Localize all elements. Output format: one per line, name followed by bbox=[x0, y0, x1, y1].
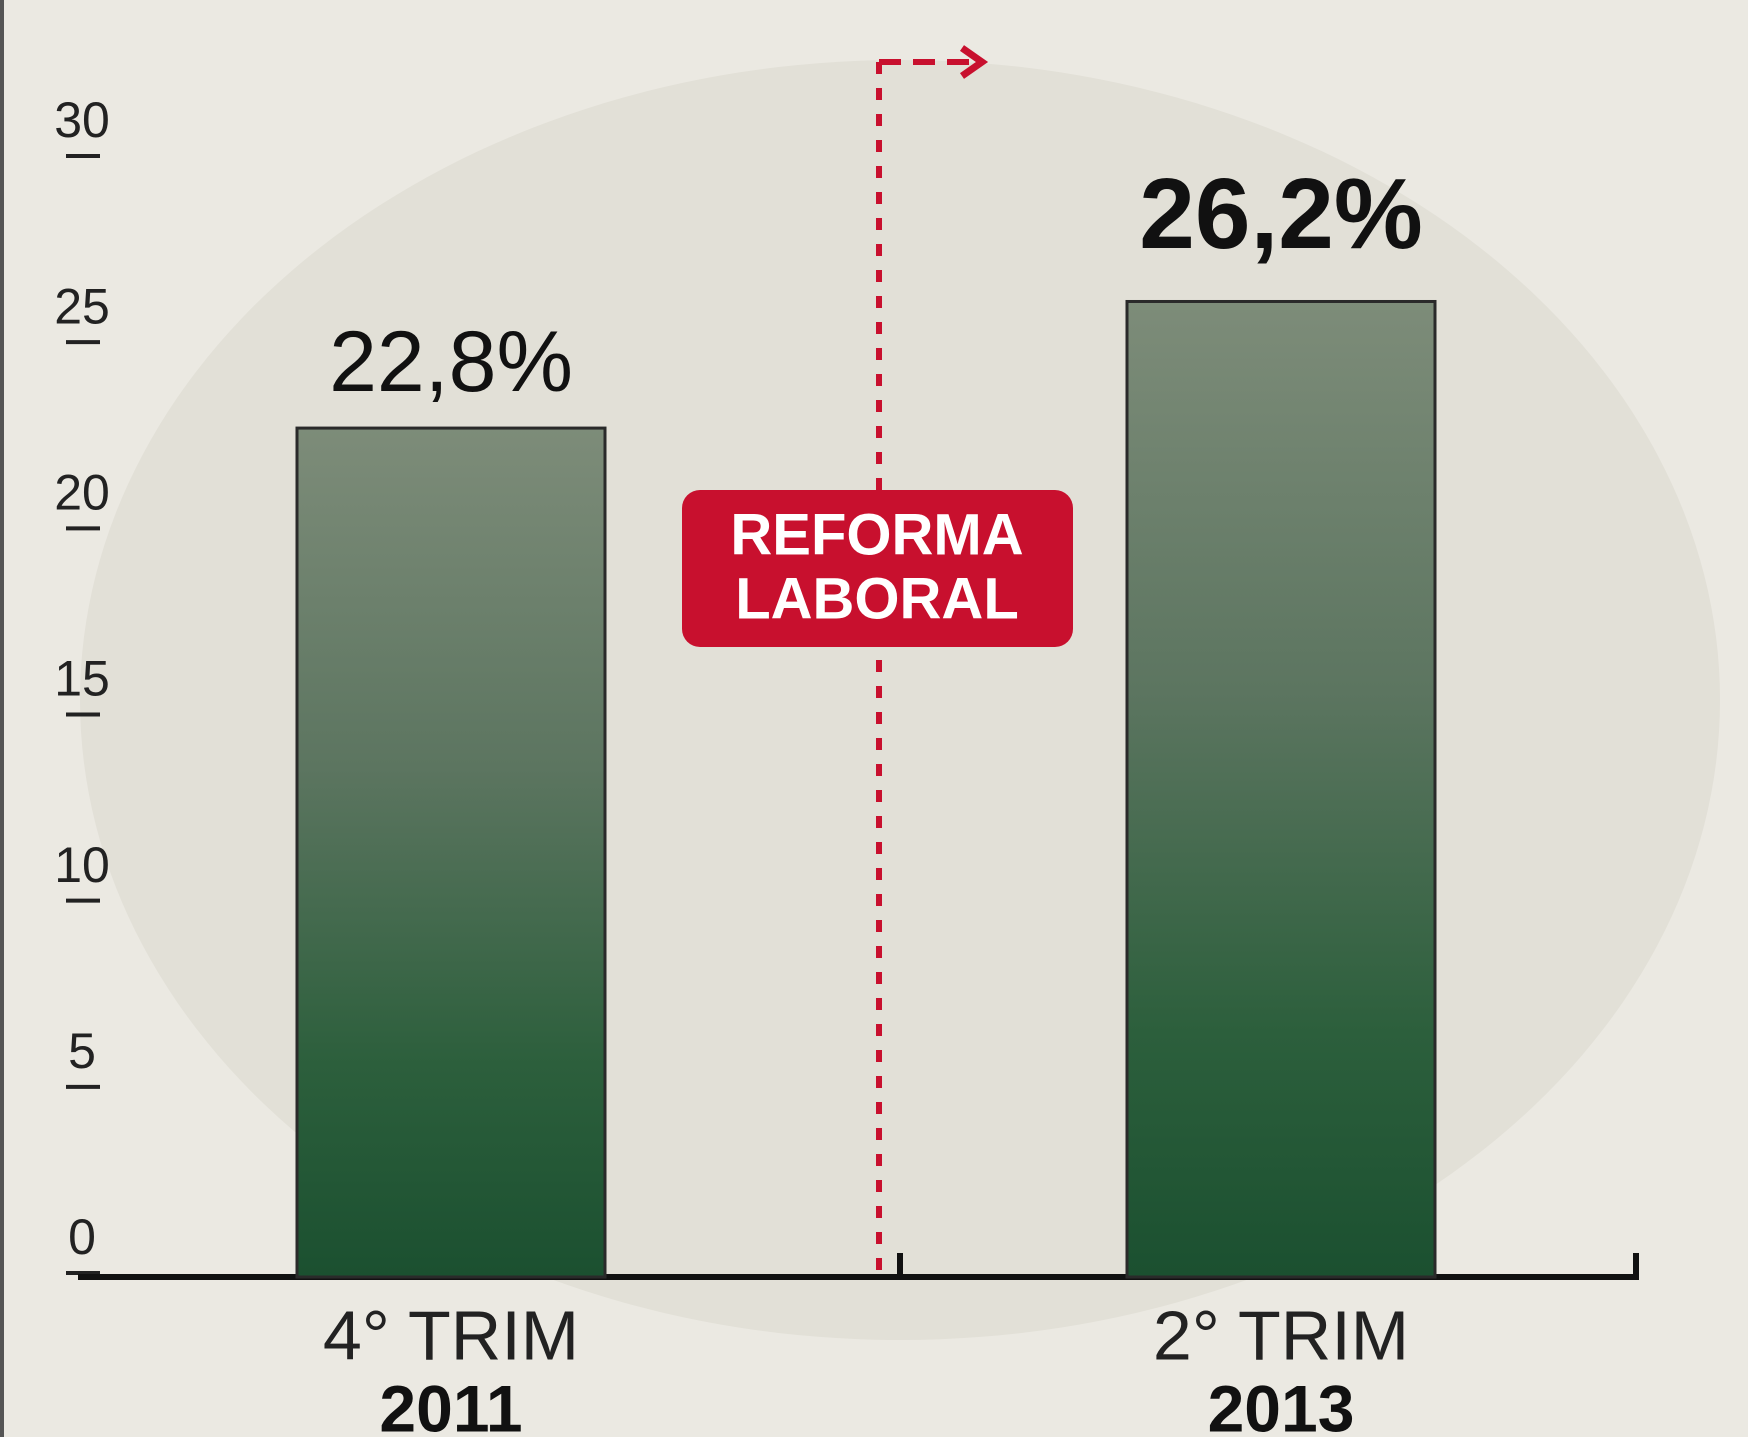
y-tick-label: 15 bbox=[54, 651, 110, 707]
y-tick-label: 0 bbox=[68, 1209, 96, 1265]
annotation-text: REFORMA bbox=[730, 502, 1023, 567]
value-label: 26,2% bbox=[1139, 158, 1423, 270]
x-tick-label: 2° TRIM bbox=[1153, 1296, 1409, 1374]
annotation-box bbox=[682, 490, 1073, 647]
x-tick-year: 2011 bbox=[379, 1371, 522, 1437]
divider-arrowhead bbox=[959, 45, 989, 79]
left-border bbox=[0, 0, 4, 1437]
x-tick-year: 2013 bbox=[1208, 1371, 1355, 1437]
bar bbox=[1125, 299, 1437, 1279]
y-tick-label: 30 bbox=[54, 92, 110, 148]
x-tick-label: 4° TRIM bbox=[323, 1296, 579, 1374]
value-label: 22,8% bbox=[329, 314, 573, 410]
y-tick-label: 5 bbox=[68, 1023, 96, 1079]
y-tick-label: 10 bbox=[54, 837, 110, 893]
bar bbox=[295, 426, 607, 1279]
annotation-text: LABORAL bbox=[735, 566, 1019, 631]
y-tick-label: 20 bbox=[54, 465, 110, 521]
y-tick-label: 25 bbox=[54, 278, 110, 334]
